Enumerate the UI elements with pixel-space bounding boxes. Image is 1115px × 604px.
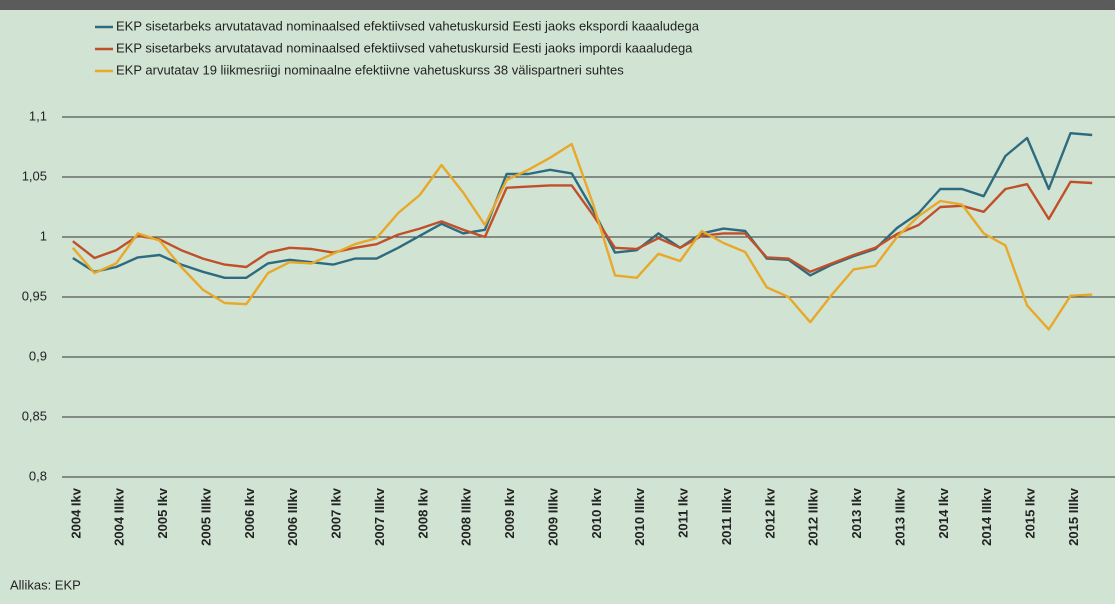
x-tick-label: 2009 Ikv <box>502 487 517 538</box>
x-tick-label: 2004 IIIkv <box>112 487 127 546</box>
x-tick-label: 2015 IIIkv <box>1066 487 1081 546</box>
y-tick-label: 0,9 <box>29 348 47 363</box>
y-tick-label: 1,1 <box>29 108 47 123</box>
x-tick-label: 2015 Ikv <box>1023 487 1038 538</box>
x-tick-label: 2011 IIIkv <box>719 487 734 545</box>
series-line <box>71 142 1093 331</box>
x-tick-label: 2004 Ikv <box>68 487 83 538</box>
x-tick-label: 2008 IIIkv <box>459 487 474 546</box>
x-tick-label: 2014 IIIkv <box>979 487 994 546</box>
y-tick-label: 0,85 <box>22 408 47 423</box>
x-tick-label: 2011 Ikv <box>676 487 691 538</box>
x-tick-label: 2006 Ikv <box>242 487 257 538</box>
top-bar <box>0 0 1115 10</box>
series-line <box>72 180 1093 273</box>
y-tick-label: 0,8 <box>29 468 47 483</box>
legend-label: EKP arvutatav 19 liikmesriigi nominaalne… <box>116 62 624 77</box>
x-tick-label: 2012 IIIkv <box>806 487 821 546</box>
source: Allikas: EKP <box>10 577 81 592</box>
legend-label: EKP sisetarbeks arvutatavad nominaalsed … <box>116 40 693 55</box>
x-tick-label: 2005 IIIkv <box>198 487 213 546</box>
x-tick-label: 2008 Ikv <box>415 487 430 538</box>
legend-label: EKP sisetarbeks arvutatavad nominaalsed … <box>116 18 700 33</box>
y-tick-label: 1,05 <box>22 168 47 183</box>
x-tick-label: 2007 Ikv <box>329 487 344 538</box>
series-line <box>72 131 1093 279</box>
x-tick-label: 2010 Ikv <box>589 487 604 538</box>
x-tick-label: 2009 IIIkv <box>545 487 560 546</box>
x-tick-label: 2013 IIIkv <box>892 487 907 546</box>
y-tick-label: 0,95 <box>22 288 47 303</box>
x-tick-label: 2007 IIIkv <box>372 487 387 546</box>
x-tick-label: 2013 Ikv <box>849 487 864 538</box>
x-tick-label: 2005 Ikv <box>155 487 170 538</box>
x-tick-label: 2010 IIIkv <box>632 487 647 546</box>
x-tick-label: 2006 IIIkv <box>285 487 300 546</box>
x-tick-label: 2014 Ikv <box>936 487 951 538</box>
x-tick-label: 2012 Ikv <box>762 487 777 538</box>
y-tick-label: 1 <box>40 228 47 243</box>
